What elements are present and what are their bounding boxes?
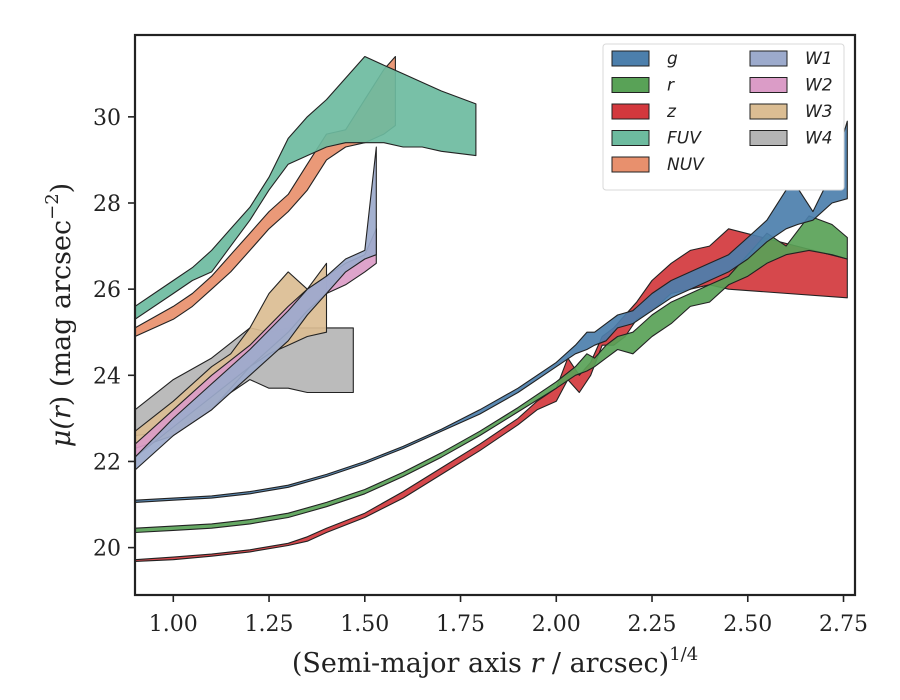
x-tick-label: 2.50: [723, 612, 772, 637]
legend-label-r: r: [667, 76, 675, 96]
x-axis: 1.00 1.25 1.50 1.75 2.00 2.25 2.50 2.75: [149, 595, 868, 637]
legend-label-z: z: [666, 102, 677, 122]
legend-swatch-w3: [749, 103, 788, 120]
x-tick-label: 1.25: [245, 612, 294, 637]
legend-swatch-w4: [749, 130, 788, 146]
x-tick-label: 2.00: [532, 612, 581, 637]
y-tick-label: 28: [93, 192, 121, 217]
band-fuv: [135, 55, 477, 320]
x-axis-label: (Semi-major axis r / arcsec)1/4: [292, 644, 698, 679]
y-tick-label: 26: [93, 278, 121, 303]
legend-label-w2: W2: [805, 76, 833, 96]
legend: grz FUV NUV W1 W2 W3 W4: [602, 43, 845, 191]
x-tick-label: 1.00: [149, 612, 198, 637]
legend-label-w3: W3: [805, 102, 833, 122]
band-g: [135, 120, 848, 503]
x-tick-label: 1.75: [436, 612, 485, 637]
legend-swatch-fuv: [611, 130, 650, 146]
x-tick-label: 2.25: [628, 612, 677, 637]
legend-swatch-nuv: [611, 156, 650, 173]
y-tick-label: 24: [93, 364, 121, 389]
legend-label-w1: W1: [805, 49, 833, 69]
legend-swatch-w1: [749, 50, 788, 67]
legend-swatch-r: [611, 77, 650, 93]
legend-label-fuv: FUV: [667, 129, 702, 149]
y-axis: 20 22 24 26 28 30: [93, 106, 135, 562]
legend-label-w4: W4: [805, 129, 833, 149]
legend-swatch-z: [611, 103, 650, 120]
y-tick-label: 22: [93, 450, 121, 475]
x-tick-label: 2.75: [819, 612, 868, 637]
legend-label-nuv: NUV: [667, 155, 705, 175]
x-tick-label: 1.50: [340, 612, 389, 637]
band-nuv: [135, 55, 396, 338]
legend-label-g: g: [667, 49, 678, 69]
plot-frame: [133, 33, 857, 597]
band-w1: [135, 146, 377, 471]
bands-layer: [135, 55, 848, 562]
y-axis-label: μ(r) (mag arcsec−2): [42, 183, 77, 447]
y-tick-label: 20: [93, 537, 121, 562]
legend-swatch-g: [611, 50, 650, 67]
legend-swatch-w2: [749, 77, 788, 93]
y-tick-label: 30: [93, 106, 121, 131]
band-r: [135, 215, 848, 534]
